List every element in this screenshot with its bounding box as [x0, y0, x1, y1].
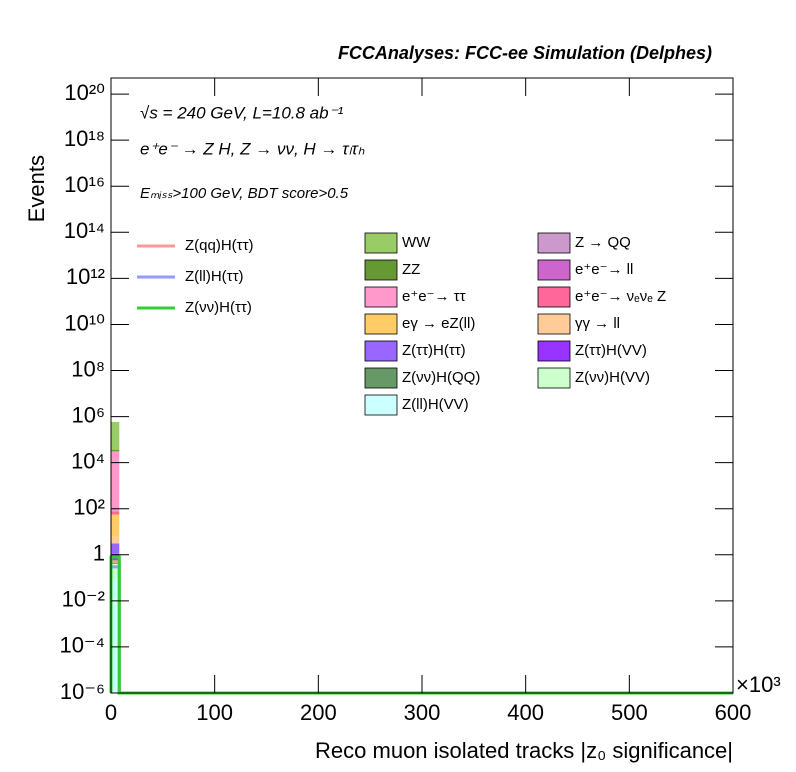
legend-swatch [364, 367, 398, 389]
x-tick-label: 200 [300, 700, 337, 725]
legend-label: e⁺e⁻→ ll [575, 261, 633, 278]
legend-label: Z(ττ)H(ττ) [402, 342, 466, 359]
annotation: √s = 240 GeV, L=10.8 ab⁻¹ [140, 103, 344, 122]
legend-swatch [537, 313, 571, 335]
x-tick-label: 100 [196, 700, 233, 725]
legend-swatch [537, 367, 571, 389]
legend-label: ZZ [402, 261, 420, 278]
legend-swatch [364, 286, 398, 308]
annotation: e⁺e⁻ → Z H, Z → νν, H → τₗτₕ [140, 139, 365, 158]
y-tick-label: 10⁴ [71, 448, 105, 473]
y-tick-label: 10⁶ [71, 402, 105, 427]
y-tick-label: 1 [93, 541, 105, 566]
legend-label: e⁺e⁻→ ττ [402, 288, 466, 305]
annotation: Eₘᵢₛₛ>100 GeV, BDT score>0.5 [140, 185, 349, 202]
legend-swatch [364, 394, 398, 416]
histogram-bar [111, 514, 120, 537]
histogram-bar [111, 577, 120, 693]
legend-swatch [537, 340, 571, 362]
y-tick-label: 10⁻² [62, 587, 105, 612]
histogram-bar [111, 543, 120, 554]
y-tick-label: 10⁻⁴ [59, 633, 105, 658]
y-tick-label: 10²⁰ [64, 80, 105, 105]
legend-label: e⁺e⁻→ νₑνₑ Z [575, 288, 666, 305]
legend-label: Z(ll)H(VV) [402, 396, 469, 413]
histogram-bar [111, 449, 120, 452]
x-tick-label: 300 [404, 700, 441, 725]
x-tick-label: 0 [105, 700, 117, 725]
y-tick-label: 10⁻⁶ [60, 679, 105, 704]
y-axis-label: Events [24, 155, 49, 222]
x-tick-label: 600 [715, 700, 752, 725]
chart-title: FCCAnalyses: FCC-ee Simulation (Delphes) [338, 43, 712, 63]
legend-label: Z(νν)H(ττ) [185, 299, 252, 316]
histogram-bar [111, 536, 120, 544]
legend-label: Z(qq)H(ττ) [185, 237, 254, 254]
y-tick-label: 10¹⁰ [64, 310, 105, 335]
legend-swatch [537, 232, 571, 254]
legend-label: eγ → eZ(ll) [402, 315, 475, 332]
histogram-bar [111, 511, 120, 515]
histogram-bar [111, 421, 120, 450]
x-tick-label: 500 [611, 700, 648, 725]
x-tick-label: 400 [507, 700, 544, 725]
y-tick-label: 10¹² [66, 264, 105, 289]
legend-swatch [537, 286, 571, 308]
legend-swatch [364, 232, 398, 254]
legend-swatch [364, 259, 398, 281]
legend-label: Z(νν)H(VV) [575, 369, 650, 386]
legend-swatch [364, 340, 398, 362]
legend-label: Z(ττ)H(VV) [575, 342, 647, 359]
y-tick-label: 10² [73, 495, 105, 520]
legend-label: γγ → ll [575, 315, 620, 332]
legend-label: Z → QQ [575, 234, 631, 251]
y-tick-label: 10⁸ [71, 356, 105, 381]
y-tick-label: 10¹⁶ [64, 172, 105, 197]
y-tick-label: 10¹⁸ [64, 126, 105, 151]
histogram-bar [111, 563, 120, 578]
legend-label: Z(ll)H(ττ) [185, 268, 244, 285]
legend-swatch [364, 313, 398, 335]
x-axis-label: Reco muon isolated tracks |z₀ significan… [315, 738, 733, 763]
legend-swatch [537, 259, 571, 281]
y-tick-label: 10¹⁴ [64, 218, 105, 243]
legend-label: WW [402, 234, 431, 251]
legend-label: Z(νν)H(QQ) [402, 369, 480, 386]
histogram-bar [111, 451, 120, 512]
x-multiplier: ×10³ [736, 672, 781, 697]
